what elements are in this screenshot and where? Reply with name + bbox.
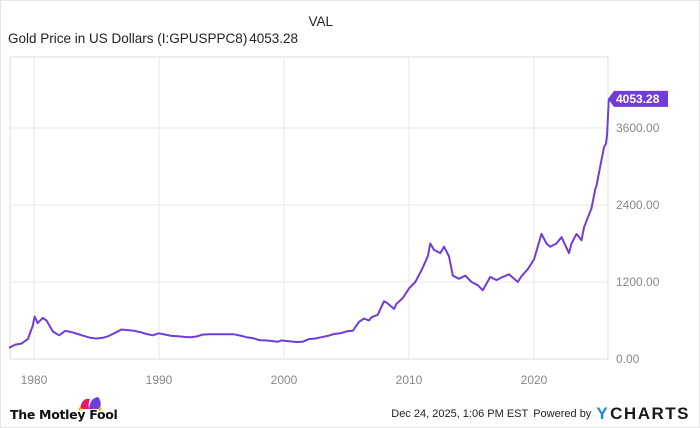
ycharts-logo[interactable]: Y CHARTS: [596, 404, 690, 424]
jester-hat-icon: [78, 397, 102, 411]
legend-series-value: 4053.28: [249, 31, 298, 46]
grid-lines: [10, 57, 608, 359]
last-value-badge-shape: [608, 90, 668, 107]
y-tick-label: 1200.00: [616, 275, 660, 289]
motley-fool-wordmark: The Motley Fool: [10, 407, 118, 422]
x-tick-label: 2010: [396, 373, 423, 387]
x-tick-label: 1990: [146, 373, 173, 387]
x-tick-label: 2020: [521, 373, 548, 387]
plot-frame: [9, 56, 609, 360]
ycharts-wordmark: CHARTS: [610, 404, 690, 423]
footer-credits: Dec 24, 2025, 1:06 PM EST Powered by Y C…: [391, 404, 690, 424]
last-value-badge: 4053.28: [608, 90, 668, 107]
y-tick-label: 2400.00: [616, 198, 660, 212]
legend-series-name[interactable]: Gold Price in US Dollars (I:GPUSPPC8): [8, 31, 248, 46]
legend-val-header: VAL: [308, 14, 333, 29]
x-tick-label: 2000: [271, 373, 298, 387]
y-axis: 0.00 1200.00 2400.00 3600.00: [616, 121, 660, 366]
last-value-badge-text: 4053.28: [616, 92, 660, 106]
powered-by-label: Powered by: [533, 408, 592, 420]
y-tick-label: 3600.00: [616, 121, 660, 135]
x-tick-label: 1980: [21, 373, 48, 387]
gold-price-line[interactable]: [8, 98, 610, 349]
x-axis: 1980 1990 2000 2010 2020: [21, 373, 548, 387]
y-tick-label: 0.00: [616, 352, 640, 366]
timestamp: Dec 24, 2025, 1:06 PM EST: [391, 408, 529, 420]
ycharts-y-icon: Y: [596, 404, 610, 423]
